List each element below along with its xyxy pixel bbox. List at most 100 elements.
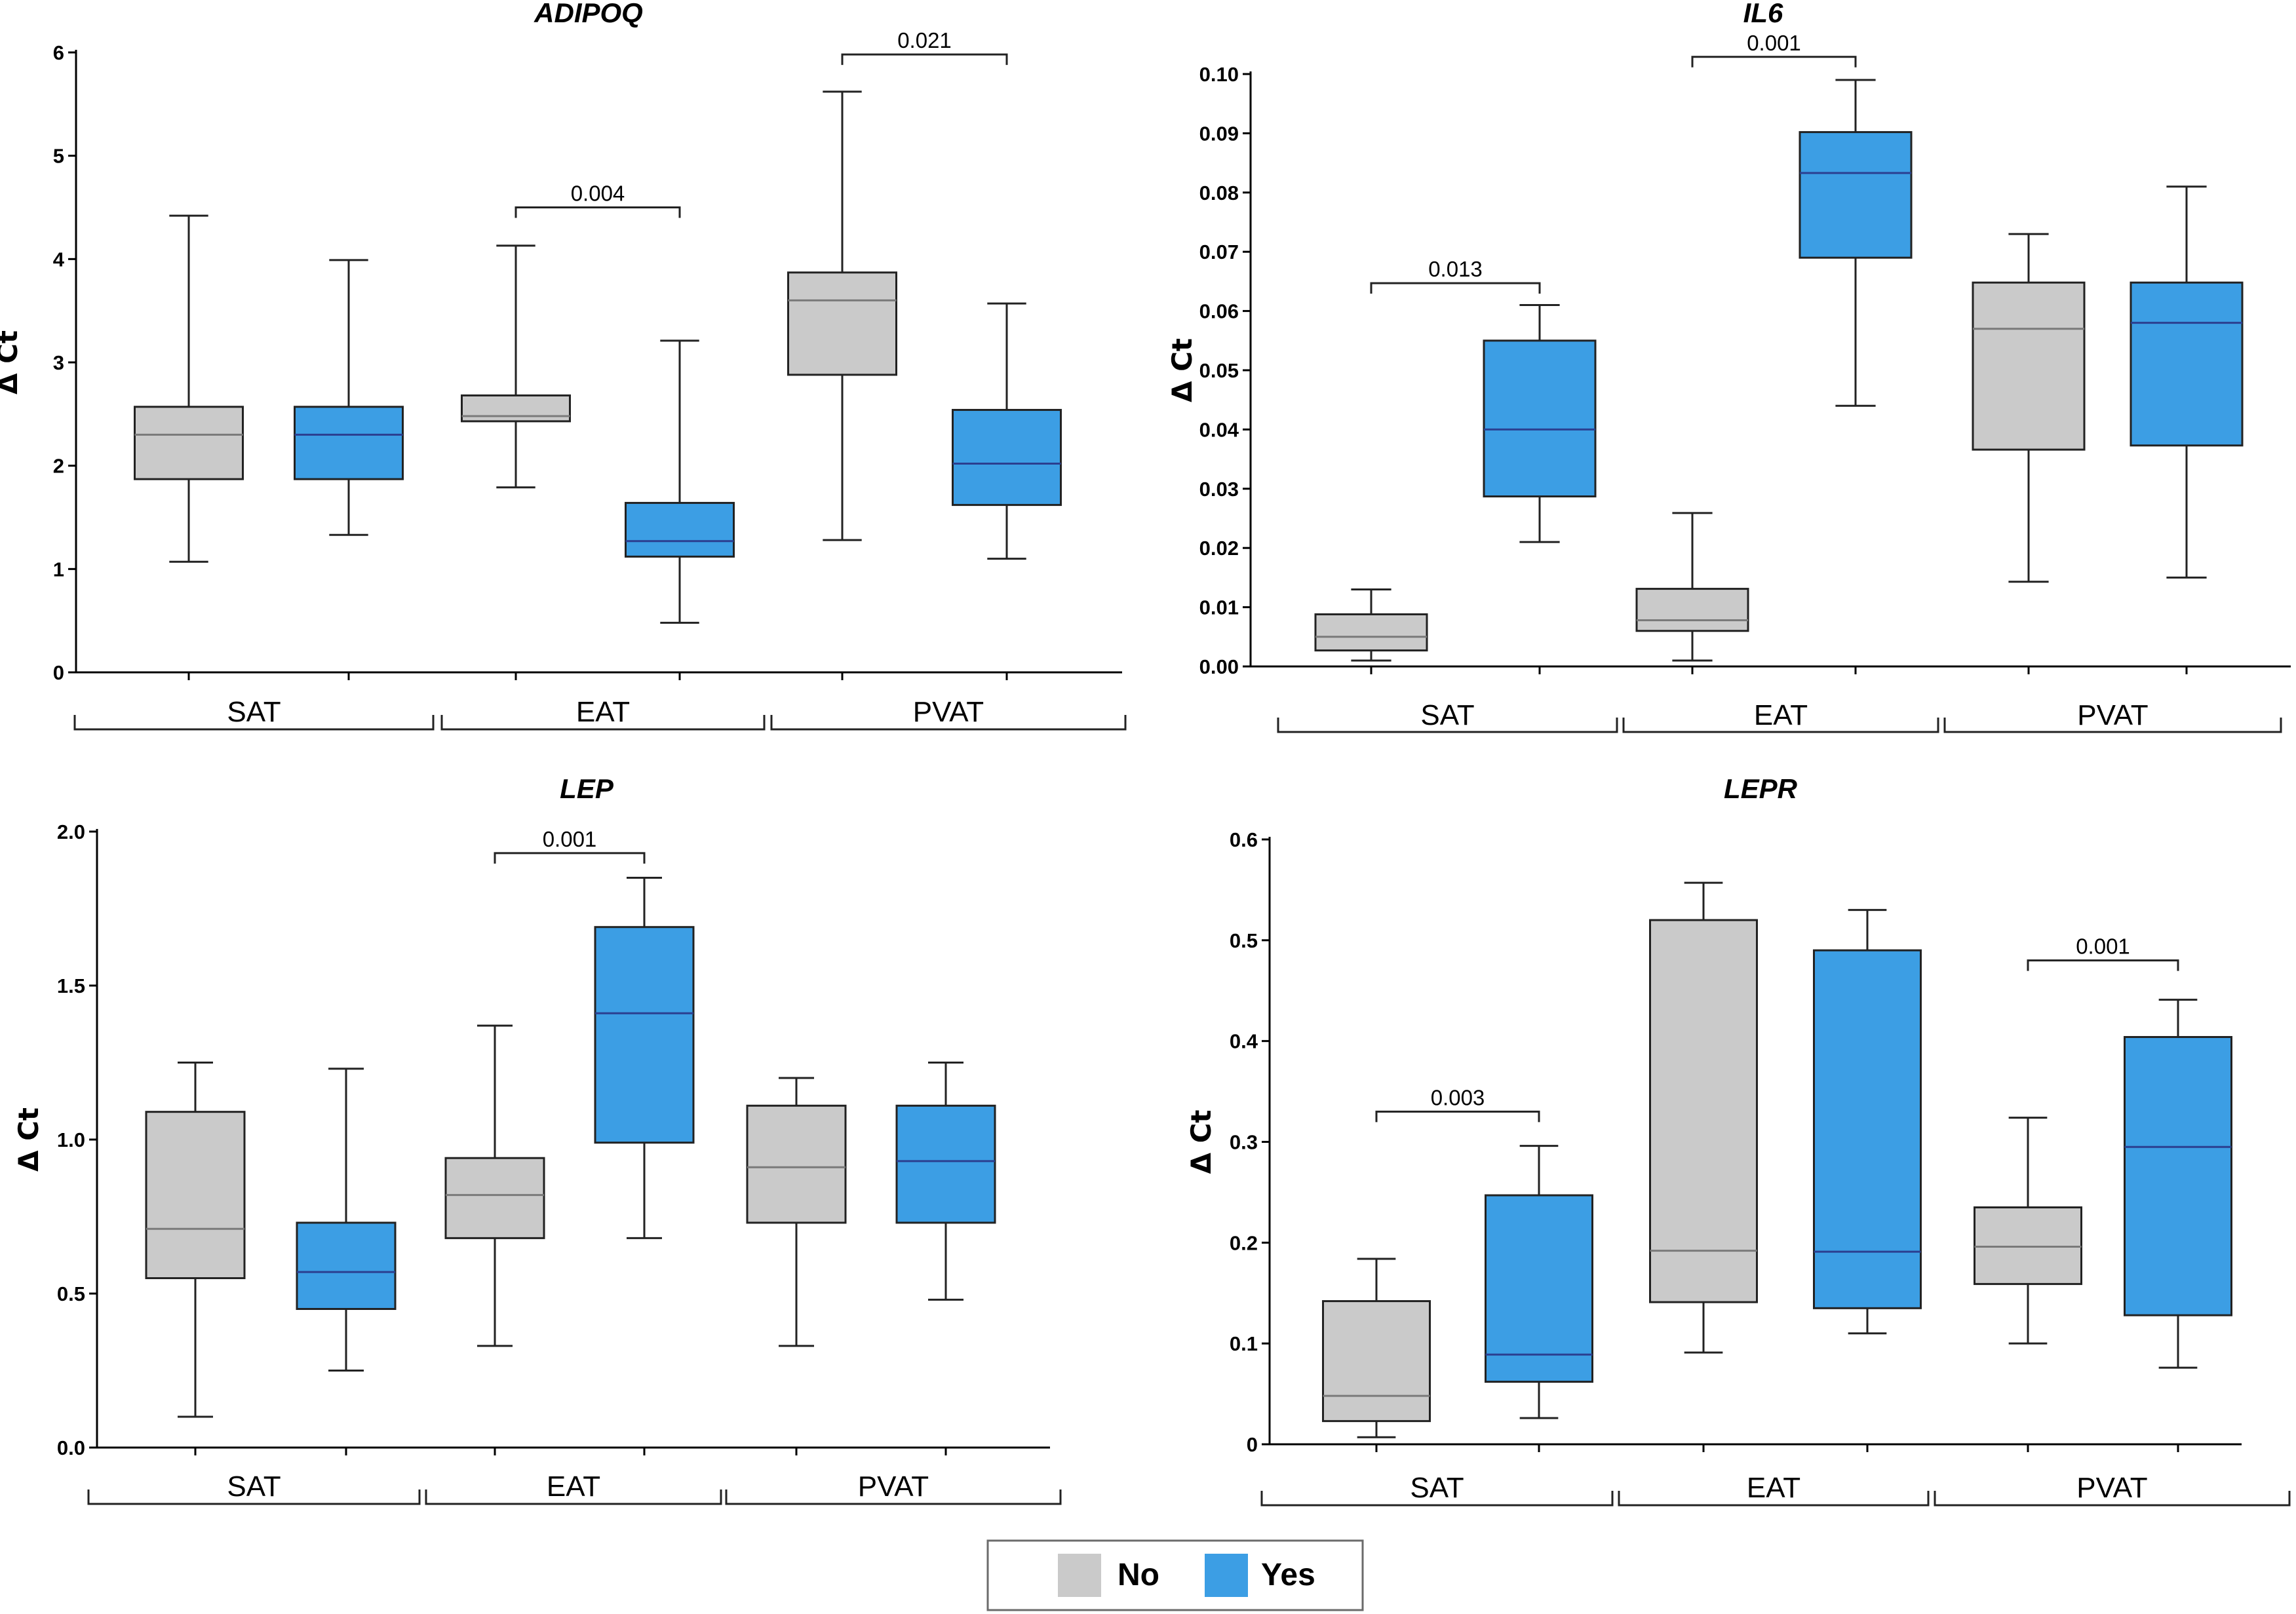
y-tick-label: 0 [1247,1433,1258,1456]
box-iqr [1813,949,1922,1309]
group-label: EAT [1754,699,1808,731]
group-label: SAT [1420,699,1474,731]
box-sat-no [1322,1258,1431,1438]
y-tick-label: 2 [53,455,64,478]
y-tick-label: 0.3 [1230,1131,1258,1154]
y-axis-label: Δ Ct [1185,1109,1217,1174]
chart-title: IL6 [1743,0,1783,28]
y-tick-label: 0.5 [1230,929,1258,952]
box-iqr [145,1111,246,1279]
group-label: PVAT [2077,699,2148,731]
y-tick-label: 6 [53,41,64,64]
group-bracket [1934,1491,2291,1507]
box-pvat-yes [2124,999,2232,1369]
y-tick-label: 0.07 [1199,240,1239,263]
box-iqr [1972,281,2086,451]
significance-bracket: 0.021 [841,28,1008,66]
y-axis-label: Δ Ct [0,330,24,394]
box-eat-yes [625,339,735,624]
legend-swatch-yes [1205,1554,1248,1597]
p-value-label: 0.001 [543,827,597,851]
group-bracket [1622,718,1939,733]
y-tick-label: 1 [53,558,64,581]
box-iqr [294,406,404,480]
box-iqr [625,501,735,558]
y-tick-label: 0.06 [1199,300,1239,323]
legend-label-yes: Yes [1261,1558,1315,1592]
group-bracket [725,1489,1062,1505]
group-label: EAT [576,696,630,728]
box-eat-no [444,1024,545,1347]
group-label: PVAT [2076,1472,2147,1504]
group-label: EAT [547,1470,600,1503]
box-iqr [1485,1194,1593,1383]
y-tick-label: 3 [53,351,64,374]
y-tick-label: 0.09 [1199,122,1239,145]
box-iqr [296,1221,397,1311]
box-iqr [461,394,571,423]
panel-lepr: LEPR Δ Ct 0 0.1 0.2 0.3 0.4 0.5 0.6 0.003 0.001 SAT… [1185,773,2291,1507]
significance-bracket: 0.013 [1370,257,1541,294]
box-iqr [444,1157,545,1239]
box-iqr [594,926,695,1144]
group-label: EAT [1747,1472,1800,1504]
box-pvat-no [1974,1117,2082,1345]
box-pvat-no [746,1077,847,1347]
box-iqr [1974,1206,2082,1285]
box-eat-yes [1813,909,1922,1335]
panel-adipoq: ADIPOQ Δ Ct 0 1 2 3 4 5 6 0.004 0.021 SAT EAT PVAT [0,0,1127,731]
group-bracket [1277,718,1618,733]
y-tick-label: 0.4 [1230,1030,1258,1053]
box-pvat-yes [952,302,1062,560]
p-value-label: 0.003 [1431,1085,1485,1109]
box-iqr [2130,281,2244,447]
group-label: SAT [227,696,281,728]
group-bracket [770,715,1127,731]
significance-bracket: 0.001 [1691,31,1857,67]
y-tick-label: 5 [53,145,64,168]
panel-il6: IL6 Δ Ct 0.00 0.01 0.02 0.03 0.04 0.05 0.06 0.07 0… [1166,0,2291,733]
box-eat-yes [594,877,695,1239]
y-tick-label: 2.0 [57,820,85,843]
box-sat-yes [1485,1145,1593,1419]
box-iqr [1314,613,1428,652]
group-label: PVAT [858,1470,929,1503]
p-value-label: 0.004 [571,182,625,206]
group-bracket [73,715,435,731]
group-bracket [425,1489,722,1505]
p-value-label: 0.001 [1747,31,1801,55]
legend: No Yes [986,1539,1364,1611]
box-iqr [2124,1036,2232,1316]
box-pvat-yes [2130,185,2244,579]
legend-swatch-no [1058,1554,1101,1597]
group-bracket [1260,1491,1614,1507]
y-tick-label: 0.2 [1230,1231,1258,1254]
box-iqr [1483,339,1597,498]
chart-title: ADIPOQ [534,0,643,29]
group-bracket [87,1489,421,1505]
bracket-line [494,852,646,864]
box-eat-no [1649,881,1758,1354]
group-label: SAT [227,1470,281,1503]
significance-bracket: 0.004 [515,182,681,218]
box-iqr [1649,919,1758,1303]
p-value-label: 0.013 [1428,257,1483,281]
y-axis-label: Δ Ct [12,1107,45,1172]
y-tick-label: 0.04 [1199,418,1239,441]
box-iqr [787,271,897,376]
bracket-line [1375,1110,1540,1123]
box-iqr [895,1104,996,1224]
y-tick-label: 0.0 [57,1436,85,1459]
box-iqr [1635,588,1749,632]
y-tick-label: 0.1 [1230,1332,1258,1355]
box-iqr [1799,131,1913,259]
box-iqr [134,406,244,480]
significance-bracket: 0.003 [1375,1085,1540,1123]
y-tick-label: 0.01 [1199,596,1239,619]
box-iqr [746,1104,847,1224]
group-label: PVAT [913,696,984,728]
y-tick-label: 0.10 [1199,63,1239,86]
p-value-label: 0.021 [897,28,952,52]
box-pvat-no [787,90,897,541]
